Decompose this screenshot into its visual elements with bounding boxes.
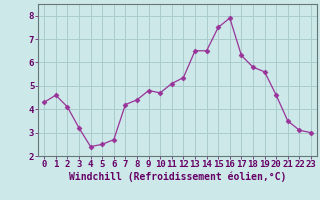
X-axis label: Windchill (Refroidissement éolien,°C): Windchill (Refroidissement éolien,°C) xyxy=(69,172,286,182)
